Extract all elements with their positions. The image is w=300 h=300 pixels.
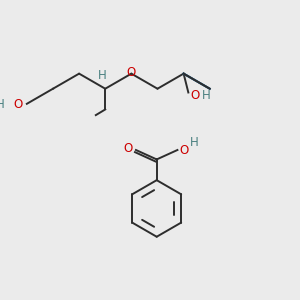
Text: H: H — [190, 136, 199, 149]
Text: O: O — [14, 98, 23, 111]
Text: O: O — [179, 144, 189, 158]
Text: H: H — [202, 89, 211, 102]
Text: O: O — [127, 66, 136, 79]
Text: O: O — [124, 142, 133, 154]
Text: H: H — [98, 69, 107, 82]
Text: O: O — [190, 89, 200, 102]
Text: H: H — [0, 98, 5, 111]
